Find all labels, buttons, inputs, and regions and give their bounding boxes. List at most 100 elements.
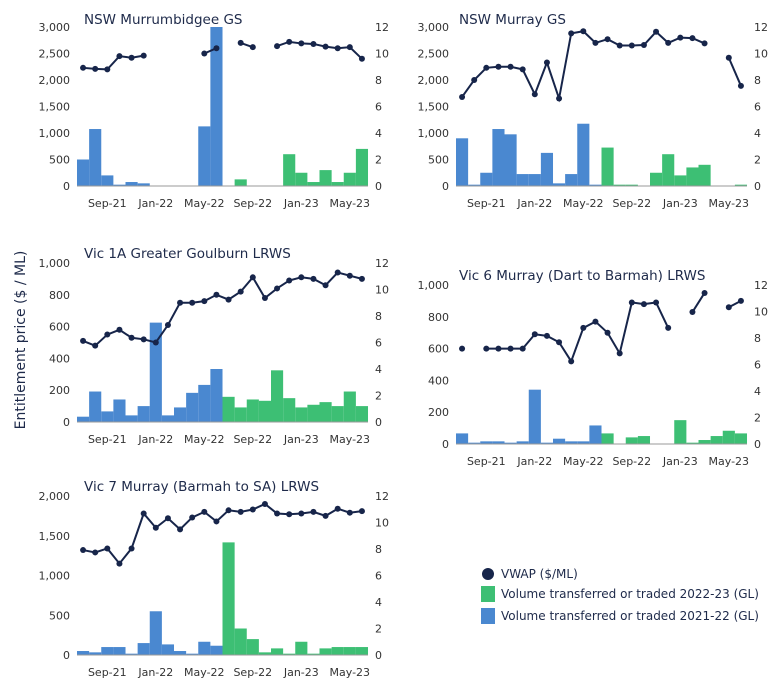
volume-bar-2022-23 bbox=[355, 406, 369, 422]
vwap-point bbox=[640, 301, 647, 308]
volume-bar-2022-23 bbox=[258, 400, 272, 422]
legend-item-green: Volume transferred or traded 2022-23 (GL… bbox=[481, 586, 759, 602]
x-tick-label: Jan-23 bbox=[283, 433, 319, 446]
vwap-point bbox=[152, 524, 159, 531]
volume-bar-2021-22 bbox=[113, 647, 126, 655]
right-y-tick-label: 10 bbox=[375, 284, 389, 297]
left-y-tick-label: 200 bbox=[49, 384, 70, 397]
volume-bar-2022-23 bbox=[625, 184, 638, 186]
x-tick-label: Sep-21 bbox=[88, 433, 127, 446]
x-tick-label: Jan-22 bbox=[516, 455, 552, 468]
vwap-point bbox=[249, 274, 256, 281]
volume-bar-2022-23 bbox=[283, 154, 296, 186]
volume-bar-2022-23 bbox=[319, 648, 332, 656]
volume-bar-2022-23 bbox=[331, 406, 344, 422]
x-tick-label: May-22 bbox=[184, 666, 225, 679]
left-y-tick-label: 0 bbox=[442, 180, 449, 193]
volume-bar-2021-22 bbox=[504, 134, 517, 186]
right-y-tick-label: 8 bbox=[754, 332, 761, 345]
left-y-tick-label: 3,000 bbox=[39, 21, 71, 34]
chart-title: NSW Murrumbidgee GS bbox=[84, 12, 242, 28]
vwap-point bbox=[116, 53, 123, 60]
volume-bar-2022-23 bbox=[307, 182, 320, 186]
vwap-point bbox=[201, 298, 208, 305]
left-y-tick-label: 1,000 bbox=[418, 279, 450, 292]
vwap-point bbox=[322, 512, 329, 519]
volume-bar-2022-23 bbox=[637, 436, 651, 444]
vwap-point bbox=[628, 42, 635, 49]
vwap-point bbox=[737, 82, 744, 89]
vwap-point bbox=[459, 93, 466, 100]
left-y-tick-label: 1,000 bbox=[418, 127, 450, 140]
volume-bar-2021-22 bbox=[504, 442, 517, 444]
x-tick-label: Sep-21 bbox=[467, 455, 506, 468]
vwap-point bbox=[104, 66, 111, 73]
vwap-point bbox=[213, 45, 220, 52]
volume-bar-2021-22 bbox=[468, 442, 481, 444]
volume-bar-2021-22 bbox=[101, 647, 114, 655]
x-tick-label: Jan-23 bbox=[283, 197, 319, 210]
vwap-point bbox=[274, 43, 281, 50]
vwap-point bbox=[261, 500, 268, 507]
volume-bar-2021-22 bbox=[480, 441, 493, 444]
vwap-point bbox=[298, 510, 305, 517]
vwap-point bbox=[725, 304, 732, 311]
legend-label: Volume transferred or traded 2021-22 (GL… bbox=[501, 609, 759, 623]
vwap-line bbox=[82, 54, 144, 71]
vwap-point bbox=[519, 345, 526, 352]
x-tick-label: Sep-21 bbox=[88, 197, 127, 210]
volume-bar-2021-22 bbox=[125, 415, 138, 423]
vwap-point bbox=[80, 547, 87, 554]
volume-bar-2021-22 bbox=[125, 182, 138, 186]
vwap-point bbox=[665, 39, 672, 46]
volume-bar-2021-22 bbox=[516, 441, 529, 444]
vwap-point bbox=[237, 508, 244, 515]
volume-bar-2022-23 bbox=[319, 170, 332, 186]
chart-title: Vic 1A Greater Goulburn LRWS bbox=[84, 246, 291, 262]
left-y-tick-label: 1,500 bbox=[39, 101, 71, 114]
vwap-line bbox=[691, 292, 706, 313]
volume-bar-2022-23 bbox=[686, 167, 699, 186]
vwap-point bbox=[310, 508, 317, 515]
volume-bar-2022-23 bbox=[234, 179, 247, 187]
x-tick-label: May-22 bbox=[563, 455, 604, 468]
volume-bar-2021-22 bbox=[468, 184, 481, 186]
right-y-tick-label: 2 bbox=[375, 154, 382, 167]
x-tick-label: Jan-23 bbox=[662, 197, 698, 210]
x-tick-label: Sep-21 bbox=[467, 197, 506, 210]
volume-bar-2021-22 bbox=[137, 643, 150, 655]
vwap-point bbox=[334, 45, 341, 52]
volume-bar-2021-22 bbox=[540, 152, 554, 187]
vwap-point bbox=[358, 55, 365, 62]
vwap-point bbox=[286, 38, 293, 45]
vwap-point bbox=[140, 510, 147, 517]
right-y-tick-label: 10 bbox=[375, 517, 389, 530]
vwap-point bbox=[737, 297, 744, 304]
volume-bar-2022-23 bbox=[674, 420, 687, 444]
vwap-point bbox=[459, 345, 466, 352]
vwap-point bbox=[298, 40, 305, 47]
vwap-point bbox=[177, 526, 184, 533]
volume-bar-2021-22 bbox=[553, 438, 566, 444]
volume-bar-2021-22 bbox=[492, 441, 505, 444]
legend-item-blue: Volume transferred or traded 2021-22 (GL… bbox=[481, 608, 759, 624]
vwap-point bbox=[677, 34, 684, 41]
volume-bar-2021-22 bbox=[113, 184, 126, 186]
vwap-point bbox=[80, 64, 87, 71]
volume-bar-2021-22 bbox=[186, 653, 199, 655]
left-y-tick-label: 500 bbox=[49, 609, 70, 622]
right-y-tick-label: 2 bbox=[754, 412, 761, 425]
vwap-point bbox=[580, 324, 587, 331]
vwap-point bbox=[531, 91, 538, 98]
x-tick-label: Jan-22 bbox=[516, 197, 552, 210]
right-y-tick-label: 10 bbox=[375, 48, 389, 61]
volume-bar-2022-23 bbox=[246, 399, 259, 422]
volume-bar-2022-23 bbox=[222, 396, 235, 422]
volume-bar-2022-23 bbox=[355, 148, 369, 186]
volume-bar-2022-23 bbox=[343, 391, 356, 422]
vwap-point bbox=[701, 289, 708, 296]
right-y-tick-label: 2 bbox=[375, 390, 382, 403]
chart-title: Vic 6 Murray (Dart to Barmah) LRWS bbox=[459, 268, 705, 284]
volume-bar-2021-22 bbox=[174, 407, 187, 422]
